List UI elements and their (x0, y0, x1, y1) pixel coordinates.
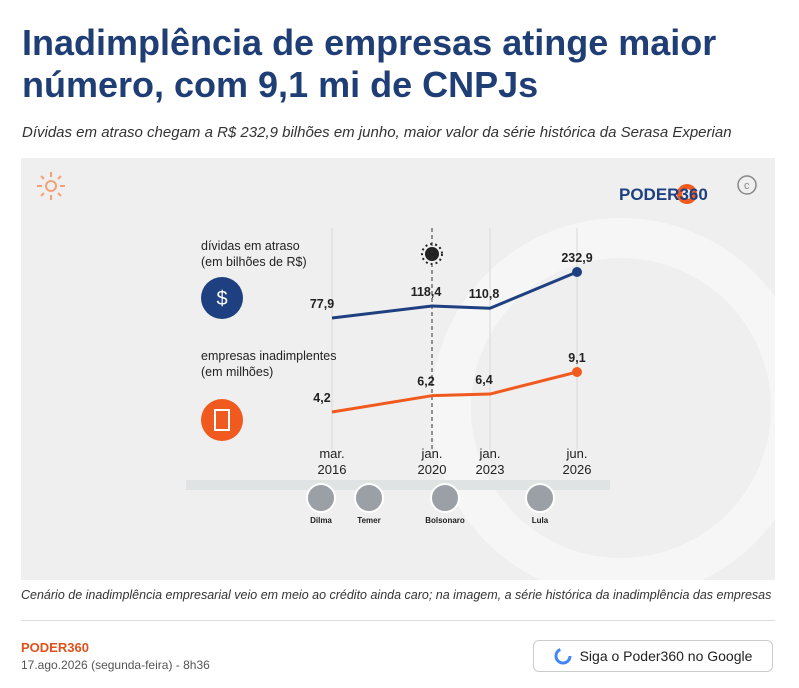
dollar-icon: $ (216, 288, 227, 310)
decoration (431, 218, 775, 580)
data-label: 4,2 (313, 391, 330, 405)
president-name: Bolsonaro (425, 516, 465, 525)
x-tick-label: jun. 2026 (563, 446, 592, 477)
logo: PODER360 (619, 185, 708, 204)
infographic: c PODER360 $ mar. 2016 jan. 2020 jan. 2023 jun… (21, 158, 775, 580)
president-name: Lula (532, 516, 549, 525)
point (572, 267, 582, 277)
series-label: empresas inadimplentes (em milhões) (201, 349, 337, 379)
building-icon (214, 409, 230, 431)
series-line (331, 270, 578, 320)
follow-button-label: Siga o Poder360 no Google (579, 648, 753, 664)
logo-sun (682, 189, 692, 199)
data-label: 118,4 (411, 285, 442, 299)
series-line (331, 370, 578, 414)
subtitle: Dívidas em atraso chegam a R$ 232,9 bilh… (22, 124, 732, 141)
president-name: Dilma (310, 516, 332, 525)
president-photo (306, 483, 336, 513)
x-tick-label: mar. 2016 (318, 446, 347, 477)
footer-brand: PODER360 (21, 640, 89, 655)
data-label: 77,9 (310, 297, 334, 311)
google-icon (554, 647, 572, 665)
sun-icon (37, 172, 65, 200)
data-label: 110,8 (469, 287, 500, 301)
copyright-icon (737, 175, 757, 195)
follow-button[interactable]: Siga o Poder360 no Google (533, 640, 773, 672)
president-name: Temer (357, 516, 380, 525)
data-label: 9,1 (568, 351, 585, 365)
building-icon (201, 399, 243, 441)
point (572, 367, 582, 377)
dollar-icon (201, 277, 243, 319)
chart-background (21, 158, 775, 580)
timeline-bar (186, 480, 610, 490)
copyright-icon: c (744, 180, 750, 192)
x-tick-label: jan. 2020 (418, 446, 447, 477)
president-photo (354, 483, 384, 513)
data-label: 6,2 (417, 375, 434, 389)
president-photo (430, 483, 460, 513)
series-label: dívidas em atraso (em bilhões de R$) (201, 239, 307, 269)
data-label: 6,4 (475, 373, 492, 387)
data-label: 232,9 (561, 251, 592, 265)
headline: Inadimplência de empresas atinge maior n… (22, 22, 717, 105)
x-tick-label: jan. 2023 (476, 446, 505, 477)
divider (21, 620, 775, 621)
footer-date: 17.ago.2026 (segunda-feira) - 8h36 (21, 658, 210, 672)
caption: Cenário de inadimplência empresarial vei… (21, 588, 772, 602)
president-photo (525, 483, 555, 513)
